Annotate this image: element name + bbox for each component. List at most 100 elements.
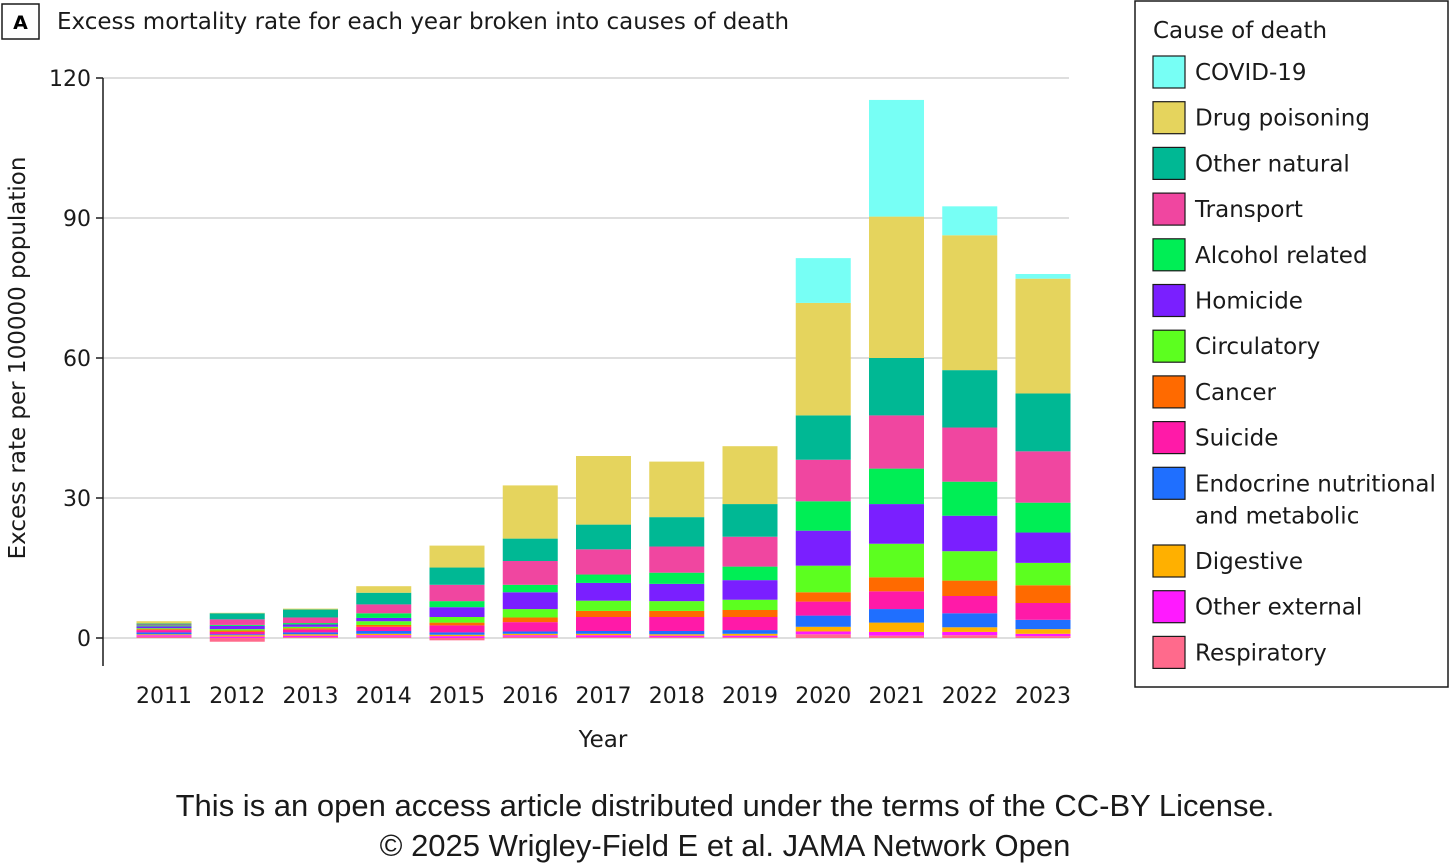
legend-title: Cause of death — [1153, 18, 1327, 44]
bar-segment — [869, 99, 924, 217]
x-tick-label: 2015 — [429, 684, 485, 709]
bar-segment — [283, 634, 338, 636]
bar-segment — [283, 632, 338, 635]
legend-label: Other natural — [1195, 151, 1350, 177]
bar-segment — [429, 625, 485, 633]
bar-segment — [795, 565, 851, 593]
bar-segment — [795, 415, 851, 460]
bar-segment — [649, 634, 705, 636]
bar-segment — [649, 610, 705, 617]
bar-segment — [1015, 532, 1071, 563]
y-tick-label: 90 — [63, 207, 91, 232]
bar-segment — [722, 446, 778, 505]
bar-segment — [869, 577, 924, 592]
bar-segment — [136, 632, 192, 635]
bar-segment — [356, 586, 412, 593]
legend-label: Circulatory — [1195, 334, 1320, 360]
bar-segment — [576, 637, 631, 638]
x-tick-label: 2018 — [649, 684, 705, 709]
bar-segment — [795, 530, 851, 566]
bar-segment — [136, 634, 192, 636]
legend-swatch — [1152, 146, 1186, 180]
bar-segment — [209, 629, 265, 631]
bar-segment — [722, 504, 778, 537]
bar-segment — [283, 628, 338, 630]
legend-label: Suicide — [1195, 426, 1278, 452]
x-tick-label: 2021 — [869, 684, 925, 709]
legend-swatch — [1152, 635, 1186, 670]
bar-segment — [429, 567, 485, 585]
legend-swatch — [1152, 421, 1186, 455]
bar-segment — [502, 617, 558, 623]
bar-segment — [576, 582, 631, 601]
x-tick-label: 2022 — [942, 684, 998, 709]
bar-segment — [722, 637, 778, 638]
bar-segment — [429, 632, 485, 635]
bar-segment — [722, 630, 778, 634]
bar-segment — [283, 637, 338, 638]
bar-segment — [722, 536, 778, 567]
copyright-text: © 2025 Wrigley-Field E et al. JAMA Netwo… — [379, 828, 1071, 863]
bar-segment — [209, 613, 265, 620]
bar-segment — [429, 584, 485, 602]
bar-segment — [502, 631, 558, 634]
y-tick-label: 30 — [63, 487, 91, 512]
y-tick-label: 120 — [49, 67, 91, 92]
bar-segment — [429, 601, 485, 608]
bar-segment — [136, 621, 192, 624]
bar-segment — [942, 635, 998, 638]
bar-segment — [942, 427, 998, 482]
bar-segment — [869, 622, 924, 632]
bar-segment — [1015, 393, 1071, 452]
bar-segment — [795, 592, 851, 602]
bar-segment — [576, 631, 631, 634]
bar-segment — [356, 626, 412, 631]
x-tick-label: 2019 — [722, 684, 778, 709]
bar-segment — [209, 612, 265, 614]
legend-label: Other external — [1195, 595, 1362, 621]
bar-segment — [795, 631, 851, 635]
bar-segment — [576, 633, 631, 636]
bar-segment — [283, 609, 338, 618]
bar-segment — [502, 561, 558, 585]
bar-segment — [429, 638, 485, 641]
legend-swatch — [1152, 55, 1186, 89]
bar-segment — [722, 566, 778, 581]
legend-label: Cancer — [1195, 380, 1277, 406]
bar-segment — [869, 543, 924, 578]
bar-segment — [722, 633, 778, 636]
bar-segment — [942, 596, 998, 614]
bar-segment — [283, 635, 338, 638]
bar-segment — [942, 370, 998, 428]
bar-segment — [1015, 619, 1071, 630]
bar-segment — [502, 633, 558, 636]
bar-segment — [1015, 451, 1071, 503]
bar-segment — [869, 468, 924, 505]
bar-segment — [283, 626, 338, 629]
bar-segment — [209, 636, 265, 638]
bar-segment — [1015, 274, 1071, 279]
bar-segment — [942, 580, 998, 596]
bar-segment — [942, 551, 998, 581]
bar-segment — [942, 206, 998, 236]
bar-segment — [795, 626, 851, 632]
bar-segment — [1015, 603, 1071, 620]
bar-segment — [869, 358, 924, 416]
bar-segment — [795, 302, 851, 416]
legend-swatch — [1152, 238, 1186, 272]
bar-segment — [576, 574, 631, 583]
bar-segment — [869, 591, 924, 610]
legend-label: and metabolic — [1195, 503, 1359, 529]
bar-segment — [795, 615, 851, 627]
legend-label: Alcohol related — [1195, 243, 1368, 269]
bars — [136, 99, 1071, 642]
x-tick-label: 2013 — [283, 684, 339, 709]
bar-segment — [649, 583, 705, 602]
bar-segment — [429, 636, 485, 638]
bar-segment — [209, 635, 265, 637]
bar-segment — [136, 629, 192, 631]
bar-segment — [869, 415, 924, 469]
x-tick-label: 2011 — [136, 684, 192, 709]
bar-segment — [576, 617, 631, 631]
bar-segment — [283, 623, 338, 625]
